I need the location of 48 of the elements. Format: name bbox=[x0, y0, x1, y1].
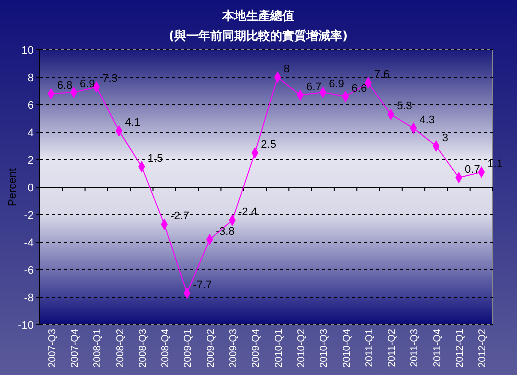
y-tick-label: 4 bbox=[28, 128, 34, 140]
x-tick-label: 2009-Q1 bbox=[183, 328, 194, 368]
data-label: 7.3 bbox=[102, 73, 118, 86]
x-tick-label: 2010-Q1 bbox=[274, 328, 285, 368]
x-tick-label: 2007-Q3 bbox=[47, 328, 58, 368]
x-tick-label: 2009-Q3 bbox=[228, 328, 240, 368]
y-tick-label: -8 bbox=[24, 292, 34, 304]
x-tick-label: 2009-Q4 bbox=[251, 328, 262, 368]
data-label: 3 bbox=[442, 132, 448, 144]
data-label: 4.3 bbox=[420, 114, 436, 126]
chart-subtitle: (與一年前同期比較的實質增減率) bbox=[169, 29, 348, 43]
x-tick-label: 2012-Q1 bbox=[455, 328, 466, 368]
x-tick-label: 2010-Q3 bbox=[319, 328, 330, 368]
y-tick-label: 2 bbox=[28, 155, 34, 167]
data-label: 6.7 bbox=[306, 81, 322, 94]
data-label: -2.7 bbox=[170, 210, 190, 223]
y-axis-title: Percent bbox=[7, 168, 19, 206]
x-tick-label: 2008-Q3 bbox=[138, 328, 149, 368]
x-tick-label: 2008-Q1 bbox=[92, 328, 104, 368]
y-tick-label: 10 bbox=[22, 45, 34, 57]
x-tick-label: 2011-Q4 bbox=[432, 328, 444, 368]
y-tick-label: -6 bbox=[24, 265, 34, 277]
y-tick-label: 6 bbox=[28, 100, 34, 112]
data-label: 0.7 bbox=[465, 164, 480, 176]
y-tick-label: -10 bbox=[18, 320, 34, 332]
x-tick-label: 2007-Q4 bbox=[70, 328, 81, 368]
data-label: 4.1 bbox=[125, 117, 141, 130]
x-tick-label: 2010-Q2 bbox=[296, 328, 308, 368]
data-label: 2.5 bbox=[261, 139, 276, 152]
data-label: 8 bbox=[284, 64, 290, 76]
y-tick-label: -4 bbox=[24, 238, 34, 250]
data-label: 6.9 bbox=[80, 78, 96, 91]
data-label: 6.8 bbox=[57, 80, 73, 92]
chart-title: 本地生產總值 bbox=[222, 9, 294, 23]
x-tick-label: 2010-Q4 bbox=[342, 328, 353, 368]
x-tick-label: 2009-Q2 bbox=[206, 328, 217, 368]
x-tick-label: 2008-Q2 bbox=[115, 328, 126, 368]
x-tick-label: 2012-Q2 bbox=[478, 328, 489, 368]
x-tick-label: 2008-Q4 bbox=[160, 328, 172, 368]
x-tick-label: 2011-Q3 bbox=[410, 328, 421, 368]
data-label: 6.9 bbox=[329, 78, 344, 91]
x-tick-label: 2011-Q1 bbox=[364, 328, 376, 368]
data-label: -7.7 bbox=[193, 279, 212, 292]
data-label: 5.3 bbox=[397, 100, 412, 113]
y-tick-label: -2 bbox=[24, 210, 34, 222]
y-tick-label: 0 bbox=[28, 182, 34, 194]
x-tick-label: 2011-Q2 bbox=[387, 328, 398, 368]
y-tick-label: 8 bbox=[28, 72, 34, 84]
